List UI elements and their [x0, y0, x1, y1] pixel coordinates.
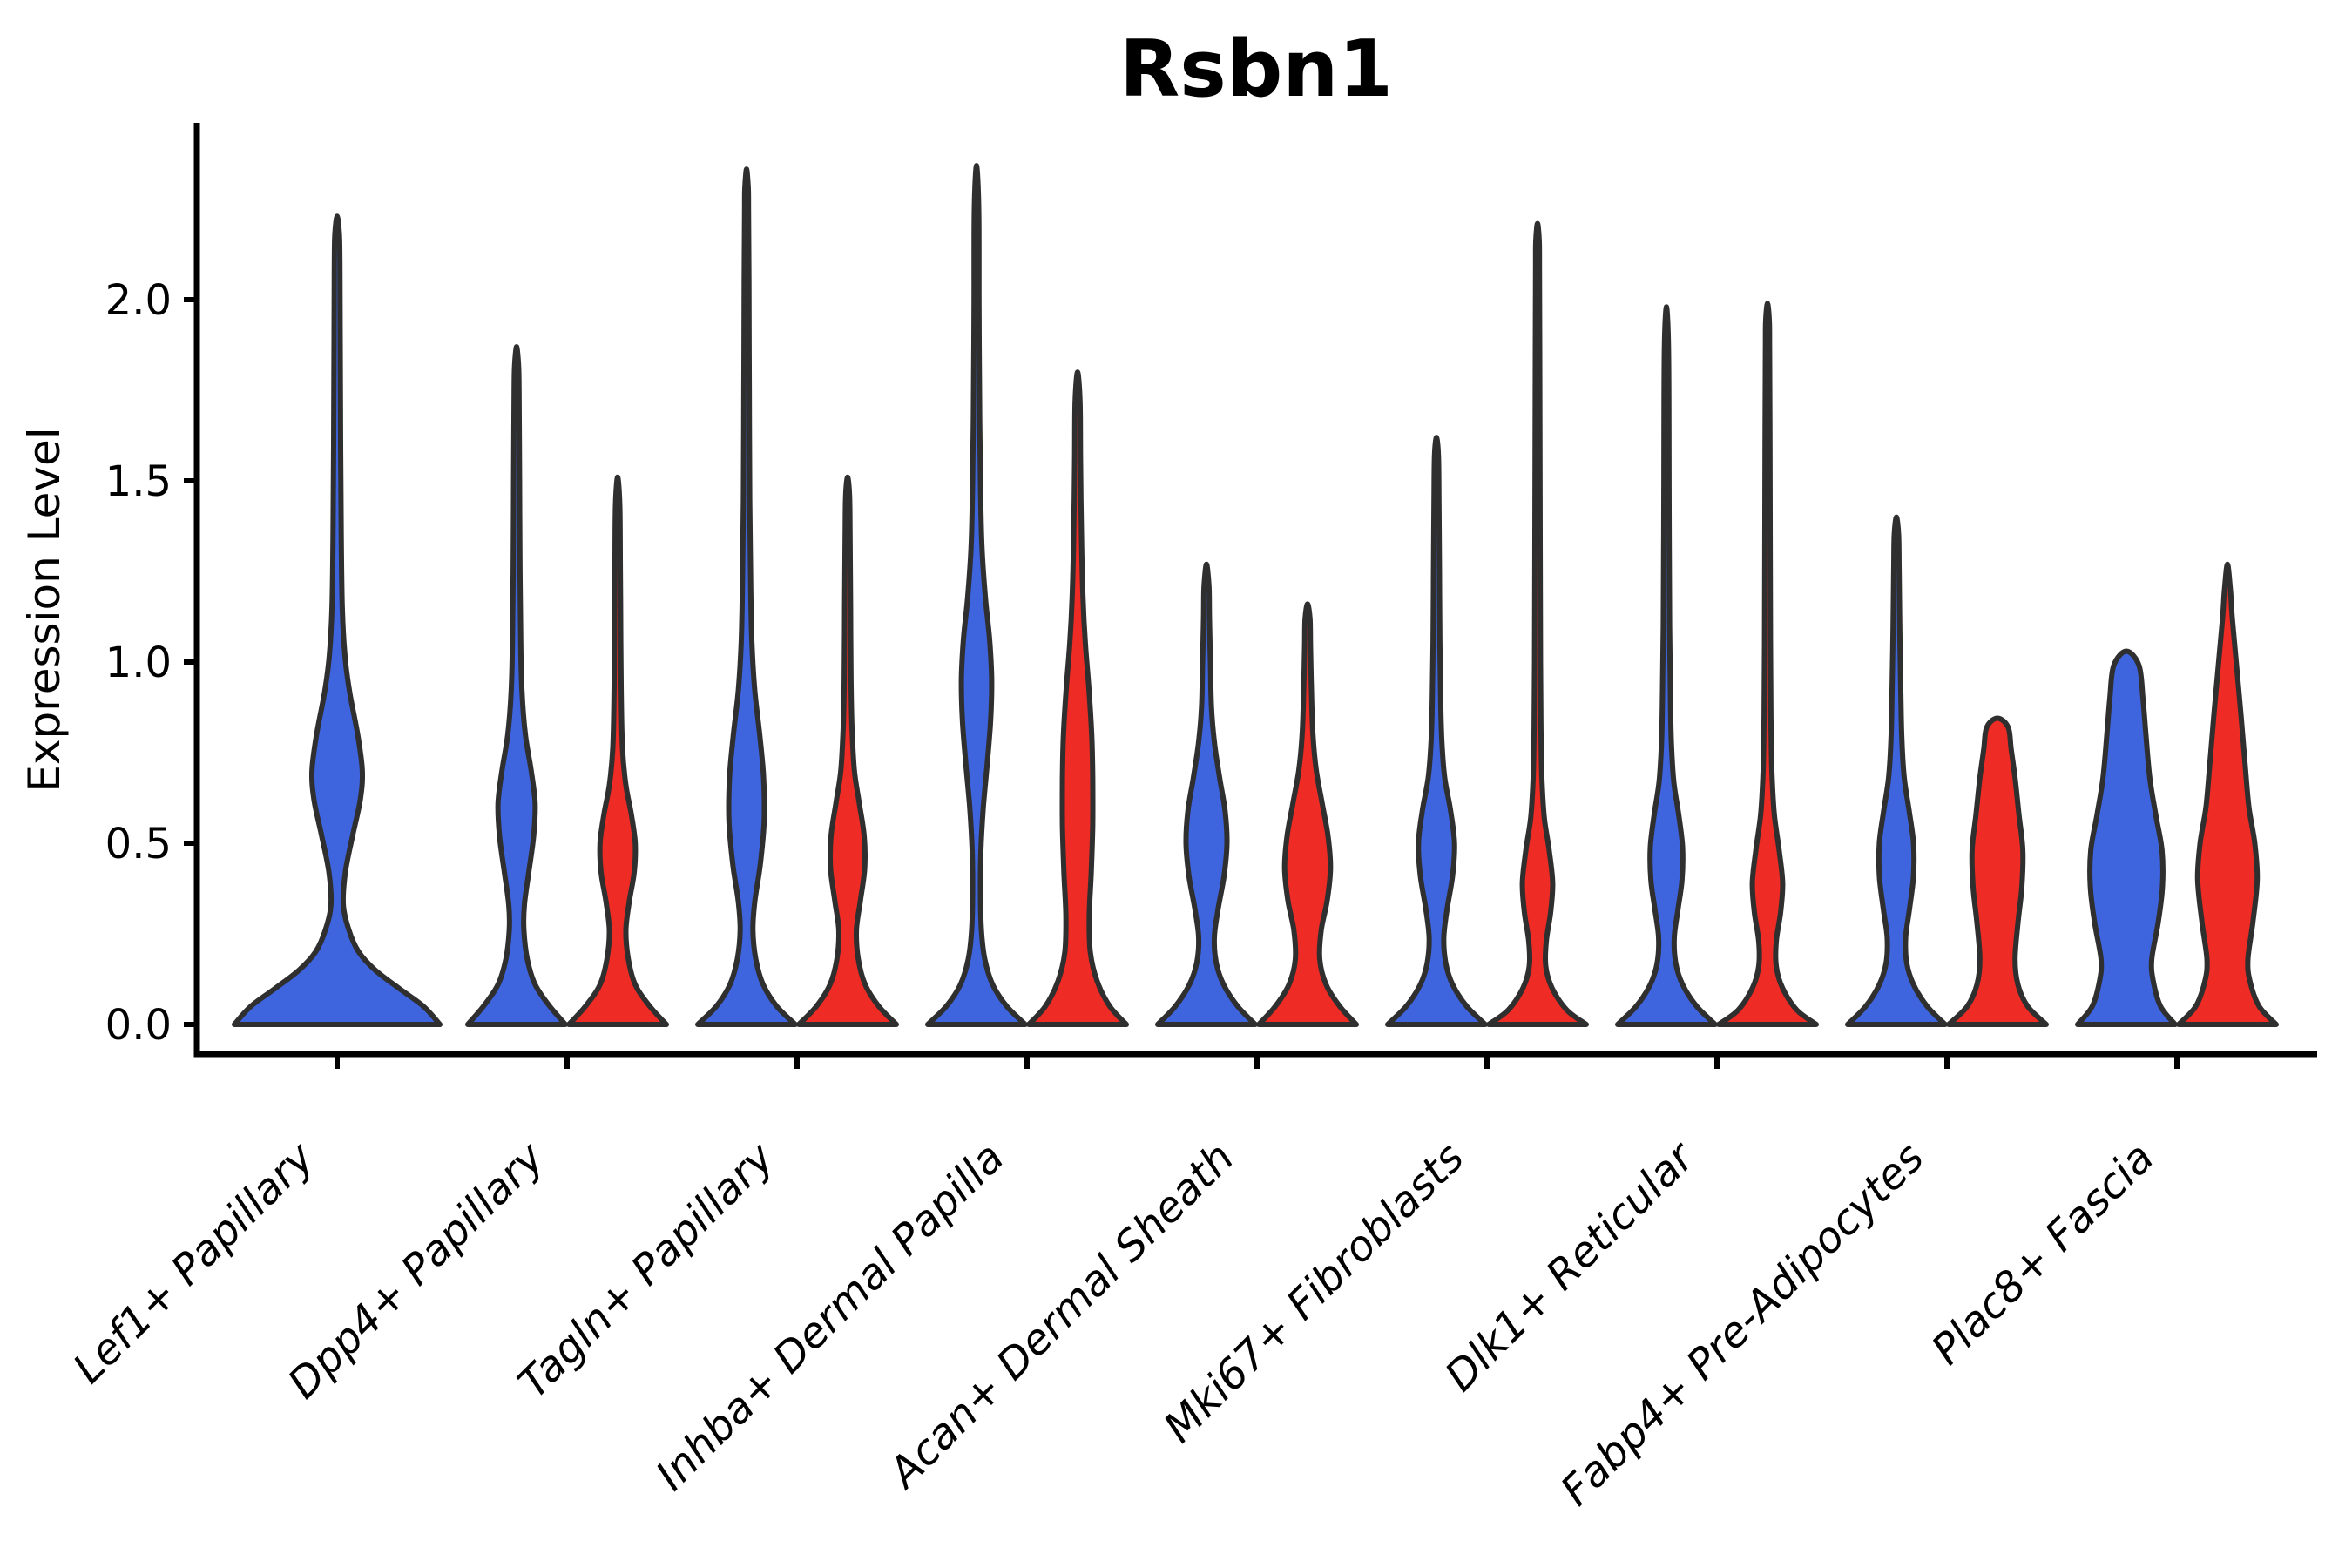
y-tick-label: 0.0 — [105, 1001, 172, 1050]
x-tick-label-dlk1-reticular: Dlk1+ Reticular — [1436, 1132, 1706, 1402]
violin-mki67-fibroblasts-red — [1486, 220, 1589, 1027]
violins-layer — [232, 163, 2279, 1027]
violin-plac8-fascia-red — [2176, 561, 2279, 1027]
violin-dlk1-reticular-blue — [1615, 304, 1718, 1027]
violin-acan-dermal-sheath-red — [1256, 601, 1359, 1027]
violin-inhba-dermal-papilla-blue — [925, 163, 1028, 1027]
violin-lef1-papillary-blue — [232, 213, 443, 1027]
violin-tagln-papillary-red — [796, 474, 899, 1027]
violin-dlk1-reticular-red — [1716, 301, 1819, 1027]
violin-acan-dermal-sheath-blue — [1155, 561, 1258, 1027]
y-tick-label: 2.0 — [105, 276, 172, 325]
violin-fabp4-pre-adipocytes-blue — [1845, 514, 1948, 1027]
violin-fabp4-pre-adipocytes-red — [1946, 715, 2049, 1027]
violin-mki67-fibroblasts-blue — [1385, 435, 1488, 1027]
y-axis-label: Expression Level — [19, 427, 70, 792]
y-tick-label: 0.5 — [105, 820, 172, 868]
x-tick-label-fabp4-pre-adipocytes: Fabp4+ Pre-Adipocytes — [1551, 1133, 1934, 1516]
violin-plac8-fascia-blue — [2075, 648, 2178, 1027]
x-tick-label-dpp4-papillary: Dpp4+ Papillary — [279, 1132, 554, 1408]
violin-inhba-dermal-papilla-red — [1026, 369, 1129, 1027]
x-tick-label-lef1-papillary: Lef1+ Papillary — [64, 1132, 324, 1393]
y-tick-label: 1.0 — [105, 639, 172, 687]
plot-title: Rsbn1 — [1119, 24, 1393, 115]
violin-dpp4-papillary-blue — [465, 344, 568, 1027]
x-tick-label-plac8-fascia: Plac8+ Fascia — [1923, 1133, 2164, 1375]
violin-tagln-papillary-blue — [695, 166, 798, 1027]
x-tick-label-tagln-papillary: Tagln+ Papillary — [509, 1132, 784, 1408]
y-tick-label: 1.5 — [105, 457, 172, 506]
violin-dpp4-papillary-red — [566, 474, 669, 1027]
